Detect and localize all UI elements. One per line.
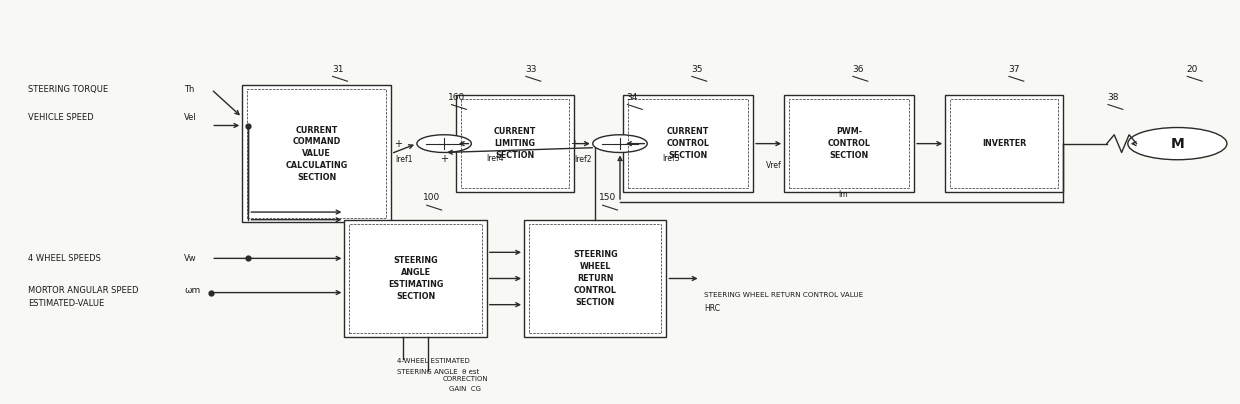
Text: 35: 35 — [691, 65, 703, 74]
Text: 100: 100 — [423, 194, 440, 202]
Bar — [950, 99, 1058, 188]
Text: Vw: Vw — [184, 254, 197, 263]
Bar — [242, 85, 391, 222]
Bar — [350, 224, 482, 333]
Text: 20: 20 — [1187, 65, 1198, 74]
Text: Vref: Vref — [765, 161, 781, 170]
Text: STEERING TORQUE: STEERING TORQUE — [29, 85, 108, 94]
Text: Iref2: Iref2 — [574, 155, 591, 164]
Bar — [789, 99, 909, 188]
Circle shape — [1128, 128, 1226, 160]
Text: 150: 150 — [599, 194, 616, 202]
Text: Iref3: Iref3 — [662, 154, 680, 164]
Bar — [247, 89, 386, 218]
Text: STEERING
WHEEL
RETURN
CONTROL
SECTION: STEERING WHEEL RETURN CONTROL SECTION — [573, 250, 618, 307]
Bar — [784, 95, 914, 192]
Text: STEERING WHEEL RETURN CONTROL VALUE: STEERING WHEEL RETURN CONTROL VALUE — [704, 292, 863, 298]
Bar — [525, 220, 666, 337]
Bar — [622, 95, 753, 192]
Text: 31: 31 — [332, 65, 343, 74]
Text: 4 WHEEL SPEEDS: 4 WHEEL SPEEDS — [29, 254, 100, 263]
Bar — [627, 99, 748, 188]
Text: INVERTER: INVERTER — [982, 139, 1025, 148]
Bar — [461, 99, 569, 188]
Text: VEHICLE SPEED: VEHICLE SPEED — [29, 113, 93, 122]
Text: 36: 36 — [852, 65, 863, 74]
Text: CURRENT
CONTROL
SECTION: CURRENT CONTROL SECTION — [667, 127, 709, 160]
Bar — [529, 224, 661, 333]
Text: Iref4: Iref4 — [486, 154, 503, 164]
Text: +: + — [394, 139, 402, 149]
Text: STEERING
ANGLE
ESTIMATING
SECTION: STEERING ANGLE ESTIMATING SECTION — [388, 256, 444, 301]
Text: 33: 33 — [525, 65, 537, 74]
Text: 160: 160 — [448, 93, 465, 102]
Text: ωm: ωm — [184, 286, 200, 295]
Text: M: M — [1171, 137, 1184, 151]
Text: –: – — [618, 155, 622, 165]
Text: CURRENT
LIMITING
SECTION: CURRENT LIMITING SECTION — [494, 127, 536, 160]
Text: ESTIMATED-VALUE: ESTIMATED-VALUE — [29, 299, 104, 308]
Circle shape — [417, 135, 471, 152]
Text: MORTOR ANGULAR SPEED: MORTOR ANGULAR SPEED — [29, 286, 139, 295]
Text: HRC: HRC — [704, 304, 720, 313]
Circle shape — [593, 135, 647, 152]
Bar — [345, 220, 487, 337]
Text: PWM-
CONTROL
SECTION: PWM- CONTROL SECTION — [827, 127, 870, 160]
Bar — [456, 95, 574, 192]
Text: STEERING ANGLE  θ est: STEERING ANGLE θ est — [397, 369, 480, 375]
Text: 4-WHEEL ESTIMATED: 4-WHEEL ESTIMATED — [397, 358, 470, 364]
Text: +: + — [440, 154, 448, 164]
Bar — [945, 95, 1063, 192]
Text: CORRECTION: CORRECTION — [443, 376, 489, 382]
Text: 38: 38 — [1107, 93, 1118, 102]
Text: Im: Im — [838, 190, 848, 199]
Text: Vel: Vel — [184, 113, 197, 122]
Text: GAIN  CG: GAIN CG — [449, 386, 481, 392]
Text: CURRENT
COMMAND
VALUE
CALCULATING
SECTION: CURRENT COMMAND VALUE CALCULATING SECTIO… — [285, 126, 347, 182]
Text: Iref1: Iref1 — [396, 155, 413, 164]
Text: 34: 34 — [626, 93, 639, 102]
Text: Th: Th — [184, 85, 195, 94]
Text: 37: 37 — [1008, 65, 1019, 74]
Text: +: + — [570, 139, 578, 149]
